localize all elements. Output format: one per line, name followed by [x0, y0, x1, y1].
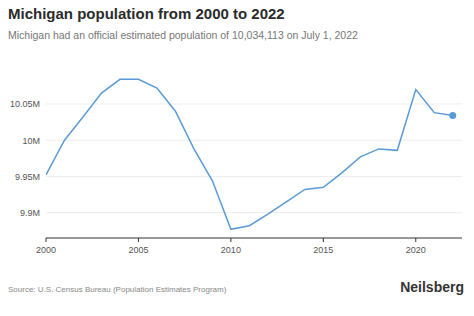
y-tick-label: 10.05M	[10, 99, 40, 109]
x-tick-label: 2010	[221, 245, 241, 255]
y-tick-label: 9.95M	[15, 172, 40, 182]
x-tick	[230, 238, 231, 242]
y-tick-label: 9.9M	[20, 208, 40, 218]
chart: Michigan population from 2000 to 2022 Mic…	[0, 0, 474, 316]
point	[449, 112, 456, 119]
plot-area	[46, 79, 456, 229]
x-tick-label: 2015	[313, 245, 333, 255]
y-tick-label: 10M	[22, 136, 40, 146]
grid-line	[46, 212, 462, 213]
x-tick	[46, 238, 47, 242]
title: Michigan population from 2000 to 2022	[8, 5, 285, 22]
x-tick-label: 2000	[36, 245, 56, 255]
x-tick-label: 2020	[406, 245, 426, 255]
line	[46, 79, 453, 229]
x-axis	[46, 238, 462, 239]
x-tick	[138, 238, 139, 242]
x-tick-label: 2005	[128, 245, 148, 255]
source: Source: U.S. Census Bureau (Population E…	[8, 285, 227, 294]
grid-line	[46, 103, 462, 104]
subtitle: Michigan had an official estimated popul…	[8, 29, 358, 41]
brand: Neilsberg	[400, 279, 464, 295]
x-tick	[323, 238, 324, 242]
grid-line	[46, 176, 462, 177]
x-tick	[415, 238, 416, 242]
